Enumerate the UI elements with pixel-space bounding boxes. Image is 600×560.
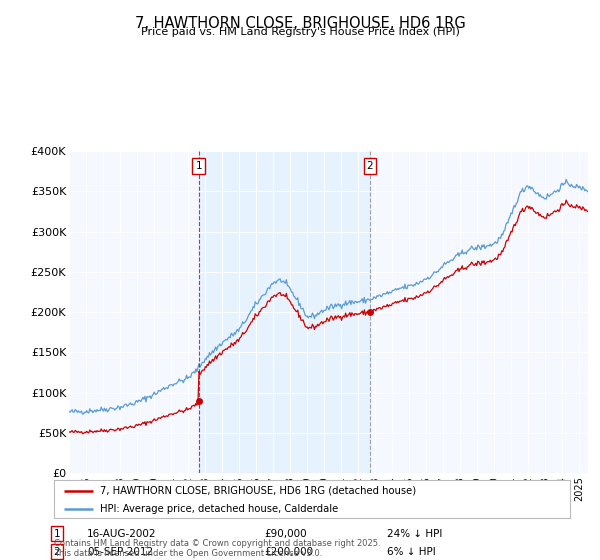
Text: Price paid vs. HM Land Registry's House Price Index (HPI): Price paid vs. HM Land Registry's House … (140, 27, 460, 37)
Text: 1: 1 (196, 161, 202, 171)
Bar (199, 151, 370, 473)
Text: 7, HAWTHORN CLOSE, BRIGHOUSE, HD6 1RG (detached house): 7, HAWTHORN CLOSE, BRIGHOUSE, HD6 1RG (d… (100, 486, 416, 496)
Text: Contains HM Land Registry data © Crown copyright and database right 2025.
This d: Contains HM Land Registry data © Crown c… (54, 539, 380, 558)
Text: 16-AUG-2002: 16-AUG-2002 (87, 529, 157, 539)
Text: £90,000: £90,000 (264, 529, 307, 539)
Text: 2: 2 (53, 547, 61, 557)
Text: £200,000: £200,000 (264, 547, 313, 557)
Text: 1: 1 (53, 529, 61, 539)
Text: 7, HAWTHORN CLOSE, BRIGHOUSE, HD6 1RG: 7, HAWTHORN CLOSE, BRIGHOUSE, HD6 1RG (134, 16, 466, 31)
Text: 2: 2 (367, 161, 373, 171)
Text: 6% ↓ HPI: 6% ↓ HPI (387, 547, 436, 557)
Text: 05-SEP-2012: 05-SEP-2012 (87, 547, 153, 557)
Text: HPI: Average price, detached house, Calderdale: HPI: Average price, detached house, Cald… (100, 504, 338, 514)
Text: 24% ↓ HPI: 24% ↓ HPI (387, 529, 442, 539)
